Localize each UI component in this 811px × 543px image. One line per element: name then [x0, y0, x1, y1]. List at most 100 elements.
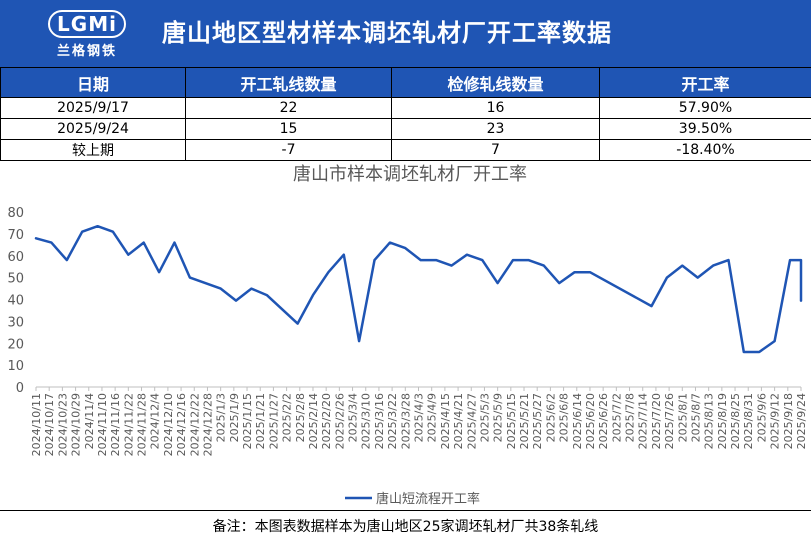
x-tick-label: 2024/10/29 [70, 393, 83, 456]
y-tick-label: 20 [7, 337, 24, 352]
y-tick-label: 10 [7, 359, 24, 374]
x-tick-label: 2025/5/27 [531, 393, 544, 449]
x-tick-label: 2025/2/2 [281, 393, 294, 442]
x-tick-label: 2024/11/16 [109, 393, 122, 456]
cell-running-lines: 15 [185, 118, 392, 140]
x-tick-label: 2024/10/23 [56, 393, 69, 456]
x-tick-label: 2024/11/4 [83, 393, 96, 449]
y-tick-label: 60 [7, 250, 24, 265]
y-axis: 0 10 20 30 40 50 60 70 80 [7, 206, 24, 396]
y-tick-label: 40 [7, 294, 24, 309]
x-tick-label: 2025/5/3 [478, 393, 491, 442]
table-row: 较上期 -7 7 -18.40% [0, 139, 811, 161]
x-tick-label: 2025/1/9 [228, 393, 241, 442]
x-tick-label: 2025/4/27 [465, 393, 478, 449]
x-tick-label: 2025/2/26 [333, 393, 346, 449]
x-tick-label: 2025/9/18 [782, 393, 795, 449]
x-tick-label: 2025/1/3 [215, 393, 228, 442]
x-tick-label: 2025/6/26 [597, 393, 610, 449]
col-header-operating-rate: 开工率 [599, 67, 811, 98]
x-tick-label: 2025/1/21 [254, 393, 267, 449]
col-header-maintenance-lines: 检修轧线数量 [391, 67, 600, 98]
x-tick-label: 2025/6/14 [571, 393, 584, 449]
x-tick-label: 2025/3/28 [399, 393, 412, 449]
x-tick-label: 2025/9/24 [795, 393, 808, 449]
series-layer [34, 224, 803, 354]
x-tick-label: 2025/7/2 [610, 393, 623, 442]
x-tick-label: 2024/10/11 [30, 393, 43, 456]
logo-mark: LGMi [48, 10, 126, 38]
x-axis: 2024/10/11 2024/10/17 2024/10/23 2024/10/29… [30, 386, 808, 456]
x-tick-label: 2025/8/25 [729, 393, 742, 449]
x-tick-label: 2024/11/10 [96, 393, 109, 456]
x-tick-label: 2024/11/22 [122, 393, 135, 456]
x-tick-label: 2025/2/14 [307, 393, 320, 449]
summary-table: 日期 开工轧线数量 检修轧线数量 开工率 2025/9/17 22 16 57.… [0, 67, 811, 161]
cell-date: 较上期 [0, 139, 186, 161]
x-tick-label: 2025/2/20 [320, 393, 333, 449]
x-tick-label: 2025/7/14 [637, 393, 650, 449]
x-tick-label: 2025/5/9 [492, 393, 505, 442]
x-tick-label: 2025/8/7 [689, 393, 702, 442]
x-tick-label: 2025/3/4 [347, 393, 360, 442]
x-tick-label: 2025/4/15 [439, 393, 452, 449]
x-tick-label: 2025/1/15 [241, 393, 254, 449]
page-title: 唐山地区型材样本调坯轧材厂开工率数据 [162, 19, 612, 47]
cell-operating-rate: 57.90% [599, 97, 811, 119]
legend: 唐山短流程开工率 [345, 491, 480, 507]
x-tick-label: 2025/6/8 [558, 393, 571, 442]
operating-rate-chart: 唐山市样本调坯轧材厂开工率 0 10 20 30 40 50 60 70 80 2024/10/… [7, 164, 808, 507]
x-tick-label: 2024/12/16 [175, 393, 188, 456]
x-tick-label: 2025/6/20 [584, 393, 597, 449]
x-tick-label: 2024/12/22 [188, 393, 201, 456]
table-row: 2025/9/17 22 16 57.90% [0, 97, 811, 119]
x-tick-label: 2025/5/15 [505, 393, 518, 449]
x-tick-label: 2025/7/20 [650, 393, 663, 449]
y-tick-label: 80 [7, 206, 24, 221]
y-tick-label: 50 [7, 272, 24, 287]
y-tick-label: 70 [7, 228, 24, 243]
x-tick-label: 2024/10/17 [43, 393, 56, 456]
chart-title: 唐山市样本调坯轧材厂开工率 [293, 164, 527, 185]
x-tick-label: 2025/9/12 [769, 393, 782, 449]
x-tick-label: 2025/1/27 [267, 393, 280, 449]
header-banner: LGMi 兰格钢铁 唐山地区型材样本调坯轧材厂开工率数据 [0, 0, 811, 67]
y-tick-label: 30 [7, 315, 24, 330]
x-tick-label: 2025/8/31 [742, 393, 755, 449]
x-tick-label: 2024/12/28 [201, 393, 214, 456]
series-line [34, 224, 803, 354]
x-tick-label: 2025/7/8 [624, 393, 637, 442]
footer-note: 备注：本图表数据样本为唐山地区25家调坯轧材厂共38条轧线 [0, 510, 811, 543]
company-logo: LGMi 兰格钢铁 [42, 8, 132, 60]
col-header-date: 日期 [0, 67, 186, 98]
table-row: 2025/9/24 15 23 39.50% [0, 118, 811, 140]
cell-date: 2025/9/24 [0, 118, 186, 140]
x-tick-label: 2025/4/21 [452, 393, 465, 449]
x-tick-label: 2024/12/10 [162, 393, 175, 456]
legend-label: 唐山短流程开工率 [376, 491, 480, 507]
cell-running-lines: -7 [185, 139, 392, 161]
cell-operating-rate: -18.40% [599, 139, 811, 161]
x-tick-label: 2025/7/26 [663, 393, 676, 449]
cell-date: 2025/9/17 [0, 97, 186, 119]
x-tick-label: 2025/3/10 [360, 393, 373, 449]
x-tick-label: 2025/3/16 [373, 393, 386, 449]
x-tick-label: 2025/9/6 [755, 393, 768, 442]
x-tick-label: 2025/6/2 [544, 393, 557, 442]
x-tick-label: 2024/12/4 [149, 393, 162, 449]
x-tick-label: 2025/8/19 [716, 393, 729, 449]
x-tick-label: 2025/4/3 [413, 393, 426, 442]
cell-maintenance-lines: 7 [391, 139, 600, 161]
x-tick-label: 2025/8/13 [703, 393, 716, 449]
col-header-running-lines: 开工轧线数量 [185, 67, 392, 98]
x-tick-label: 2025/8/1 [676, 393, 689, 442]
x-tick-label: 2025/3/22 [386, 393, 399, 449]
cell-maintenance-lines: 16 [391, 97, 600, 119]
table-header-row: 日期 开工轧线数量 检修轧线数量 开工率 [0, 67, 811, 98]
logo-text: 兰格钢铁 [56, 44, 117, 59]
y-tick-label: 0 [16, 381, 24, 396]
x-tick-label: 2025/2/8 [294, 393, 307, 442]
x-tick-label: 2024/11/28 [136, 393, 149, 456]
cell-running-lines: 22 [185, 97, 392, 119]
cell-operating-rate: 39.50% [599, 118, 811, 140]
